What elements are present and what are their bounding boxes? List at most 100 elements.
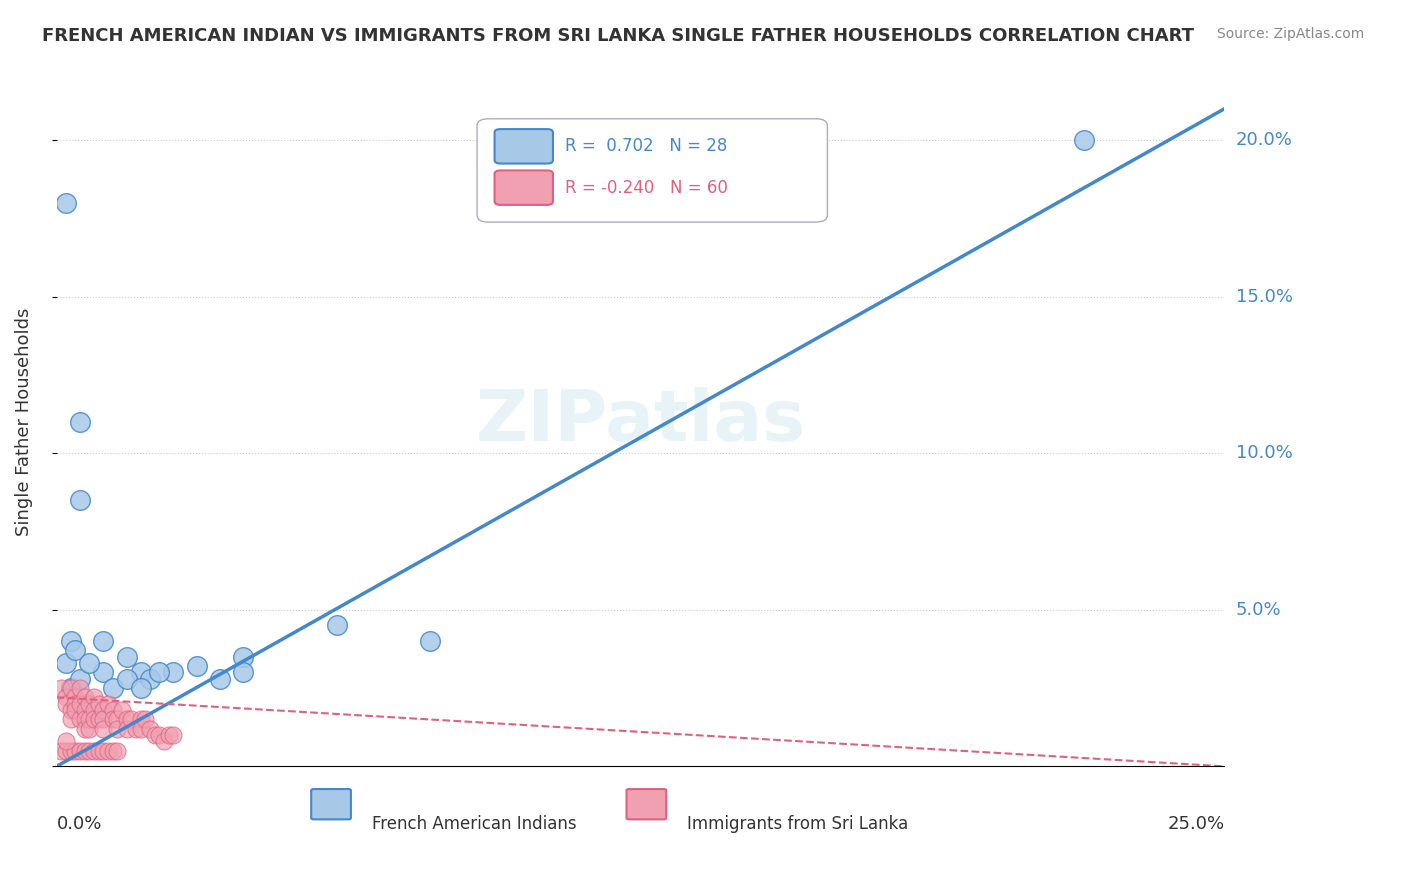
Point xyxy=(91,712,114,726)
Text: 15.0%: 15.0% xyxy=(1236,287,1292,306)
Point xyxy=(134,712,156,726)
FancyBboxPatch shape xyxy=(495,129,553,163)
Point xyxy=(87,712,110,726)
Point xyxy=(73,690,96,705)
Point xyxy=(79,656,101,670)
Text: FRENCH AMERICAN INDIAN VS IMMIGRANTS FROM SRI LANKA SINGLE FATHER HOUSEHOLDS COR: FRENCH AMERICAN INDIAN VS IMMIGRANTS FRO… xyxy=(42,27,1194,45)
Point xyxy=(148,728,170,742)
Point xyxy=(105,744,128,758)
Text: Immigrants from Sri Lanka: Immigrants from Sri Lanka xyxy=(688,814,908,832)
Point xyxy=(69,697,91,711)
Point xyxy=(65,690,87,705)
Point xyxy=(59,681,82,695)
Point xyxy=(59,744,82,758)
Point xyxy=(69,712,91,726)
Text: R =  0.702   N = 28: R = 0.702 N = 28 xyxy=(565,137,727,155)
Point xyxy=(111,703,134,717)
Point xyxy=(326,618,349,632)
Point xyxy=(65,643,87,657)
Point xyxy=(139,672,162,686)
Point xyxy=(157,728,180,742)
Point xyxy=(79,712,101,726)
Text: 5.0%: 5.0% xyxy=(1236,600,1281,619)
Point xyxy=(97,744,120,758)
Point xyxy=(79,697,101,711)
Point xyxy=(55,744,77,758)
Point xyxy=(55,734,77,748)
Point xyxy=(115,672,138,686)
Point xyxy=(73,712,96,726)
Text: 0.0%: 0.0% xyxy=(56,814,103,832)
Point xyxy=(129,722,152,736)
Point xyxy=(59,681,82,695)
Point xyxy=(186,659,208,673)
FancyBboxPatch shape xyxy=(627,789,666,820)
Point xyxy=(115,649,138,664)
Text: 20.0%: 20.0% xyxy=(1236,131,1292,149)
Point xyxy=(55,697,77,711)
Point xyxy=(51,681,73,695)
Point xyxy=(419,634,441,648)
Text: 25.0%: 25.0% xyxy=(1167,814,1225,832)
Point xyxy=(87,744,110,758)
Point xyxy=(232,649,254,664)
Point xyxy=(162,728,184,742)
Point xyxy=(148,665,170,680)
Point xyxy=(91,722,114,736)
Point xyxy=(129,665,152,680)
Point xyxy=(73,697,96,711)
Point xyxy=(69,744,91,758)
Point xyxy=(91,665,114,680)
Point xyxy=(55,656,77,670)
Point xyxy=(73,703,96,717)
Point xyxy=(143,728,166,742)
Point xyxy=(55,195,77,210)
Point xyxy=(125,722,148,736)
Point xyxy=(101,712,124,726)
Point xyxy=(97,697,120,711)
Point xyxy=(153,734,176,748)
Point xyxy=(83,690,105,705)
Point xyxy=(83,703,105,717)
Point xyxy=(232,665,254,680)
Point xyxy=(69,415,91,429)
Point xyxy=(105,722,128,736)
Point xyxy=(91,703,114,717)
Point xyxy=(120,712,142,726)
Point xyxy=(91,744,114,758)
Text: 10.0%: 10.0% xyxy=(1236,444,1292,462)
Point xyxy=(209,672,232,686)
Point xyxy=(129,681,152,695)
Point xyxy=(69,493,91,508)
FancyBboxPatch shape xyxy=(477,119,827,222)
Text: French American Indians: French American Indians xyxy=(373,814,576,832)
Text: R = -0.240   N = 60: R = -0.240 N = 60 xyxy=(565,178,727,196)
Point xyxy=(59,634,82,648)
Point xyxy=(79,744,101,758)
FancyBboxPatch shape xyxy=(495,170,553,205)
Point xyxy=(91,634,114,648)
Point xyxy=(73,722,96,736)
Point xyxy=(69,672,91,686)
Point xyxy=(105,712,128,726)
Point xyxy=(65,744,87,758)
Point xyxy=(69,681,91,695)
Text: ZIPatlas: ZIPatlas xyxy=(475,387,806,457)
Point xyxy=(83,712,105,726)
Point xyxy=(83,744,105,758)
Text: Source: ZipAtlas.com: Source: ZipAtlas.com xyxy=(1216,27,1364,41)
Y-axis label: Single Father Households: Single Father Households xyxy=(15,308,32,536)
Point xyxy=(51,744,73,758)
Point xyxy=(73,744,96,758)
Point xyxy=(65,703,87,717)
Point xyxy=(79,722,101,736)
Point xyxy=(101,681,124,695)
Point xyxy=(59,703,82,717)
Point xyxy=(101,744,124,758)
Point xyxy=(115,712,138,726)
Point xyxy=(83,703,105,717)
FancyBboxPatch shape xyxy=(311,789,352,820)
Point xyxy=(65,697,87,711)
Point xyxy=(139,722,162,736)
Point xyxy=(129,712,152,726)
